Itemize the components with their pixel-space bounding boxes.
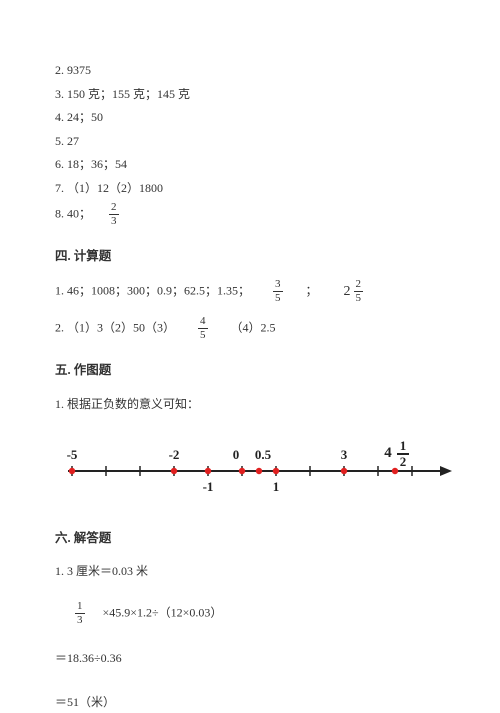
s4q2-suffix: （4）2.5 — [231, 321, 276, 335]
svg-text:1: 1 — [273, 479, 280, 494]
svg-text:4: 4 — [384, 445, 392, 461]
answer-5: 5. 27 — [55, 131, 445, 153]
section-6-title: 六. 解答题 — [55, 527, 445, 550]
s6-line2-rest: ×45.9×1.2÷（12×0.03） — [103, 605, 223, 619]
section-4-q2: 2. （1）3（2）50（3） 4 5 （4）2.5 — [55, 316, 445, 341]
fraction-numerator: 1 — [75, 601, 85, 614]
fraction-numerator: 4 — [198, 316, 208, 329]
answer-7: 7. （1）12（2）1800 — [55, 178, 445, 200]
svg-text:0: 0 — [233, 447, 240, 462]
svg-text:3: 3 — [341, 447, 348, 462]
fraction-denominator: 3 — [75, 614, 85, 626]
section-4-q1: 1. 46；1008；300；0.9；62.5；1.35； 3 5 ； 2 2 … — [55, 279, 445, 304]
s4q1-fraction-1: 3 5 — [273, 279, 283, 304]
answer-8-fraction: 2 3 — [109, 202, 119, 227]
svg-text:-1: -1 — [203, 479, 214, 494]
answer-4: 4. 24；50 — [55, 107, 445, 129]
fraction-denominator: 3 — [109, 215, 119, 227]
section-5-title: 五. 作图题 — [55, 359, 445, 382]
s4q1-sep: ； — [306, 283, 318, 297]
mixed-whole: 2 — [344, 279, 351, 304]
s6-line3: ＝18.36÷0.36 — [55, 648, 445, 670]
fraction-denominator: 5 — [198, 329, 208, 341]
svg-text:2: 2 — [400, 454, 407, 469]
fraction-numerator: 2 — [354, 279, 364, 292]
answer-8: 8. 40； 2 3 — [55, 202, 445, 227]
section-4-title: 四. 计算题 — [55, 245, 445, 268]
section-5-q1: 1. 根据正负数的意义可知： — [55, 394, 445, 416]
svg-text:1: 1 — [400, 438, 407, 453]
s6-line2: 1 3 ×45.9×1.2÷（12×0.03） — [55, 601, 445, 626]
s4q2-prefix: 2. （1）3（2）50（3） — [55, 321, 175, 335]
answer-2: 2. 9375 — [55, 60, 445, 82]
s6-line4: ＝51（米） — [55, 692, 445, 713]
s4q1-mixed: 2 2 5 — [344, 279, 366, 304]
fraction-denominator: 5 — [273, 292, 283, 304]
fraction-numerator: 3 — [273, 279, 283, 292]
s4q1-prefix: 1. 46；1008；300；0.9；62.5；1.35； — [55, 283, 250, 297]
svg-text:0.5: 0.5 — [255, 447, 272, 462]
svg-text:-2: -2 — [169, 447, 180, 462]
answer-8-prefix: 8. 40； — [55, 206, 91, 220]
section-6-calc: 1 3 ×45.9×1.2÷（12×0.03） ＝18.36÷0.36 ＝51（… — [55, 601, 445, 713]
number-line-svg: -5-2-100.513412 — [60, 429, 455, 501]
s4q2-fraction: 4 5 — [198, 316, 208, 341]
answer-3: 3. 150 克；155 克；145 克 — [55, 84, 445, 106]
fraction-numerator: 2 — [109, 202, 119, 215]
section-6-line1: 1. 3 厘米＝0.03 米 — [55, 561, 445, 583]
number-line-diagram: -5-2-100.513412 — [55, 429, 445, 509]
fraction-denominator: 5 — [354, 292, 364, 304]
svg-text:-5: -5 — [67, 447, 78, 462]
s6-line2-fraction: 1 3 — [75, 601, 85, 626]
answer-6: 6. 18；36；54 — [55, 154, 445, 176]
